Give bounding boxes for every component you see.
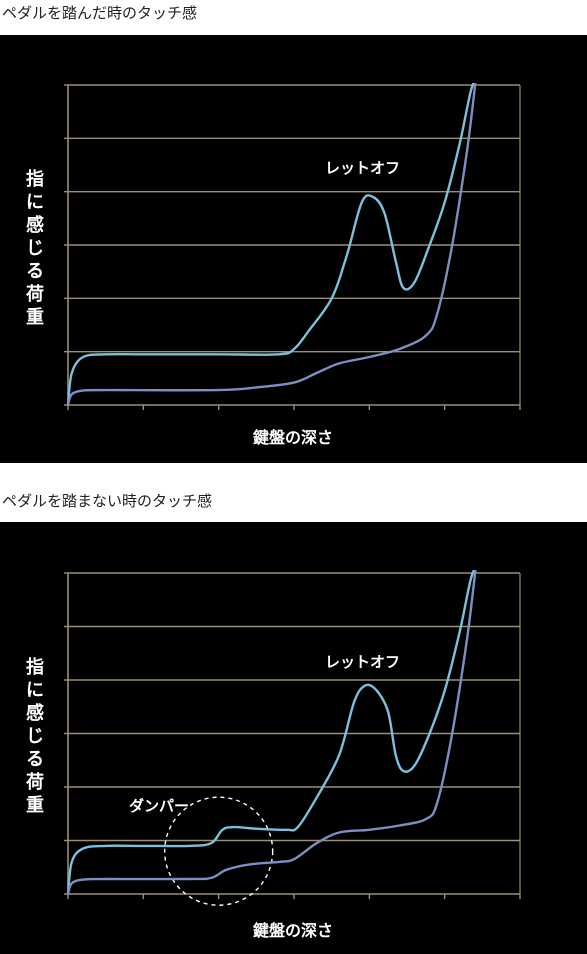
chart2-damper-label: ダンパー [129, 797, 190, 815]
chart1-plot [64, 83, 521, 410]
chart2-ylabel: 指に感じる荷重 [26, 657, 44, 816]
chart1-caption: ペダルを踏んだ時のタッチ感 [2, 4, 198, 22]
chart2-xlabel: 鍵盤の深さ [252, 921, 333, 940]
lower-force-curve [66, 83, 477, 407]
chart1-panel: 指に感じる荷重 鍵盤の深さ レットオフ [0, 35, 587, 463]
chart2-letoff-label: レットオフ [325, 653, 401, 671]
damper-circle [163, 796, 274, 906]
upper-force-curve [66, 570, 476, 896]
upper-force-curve [66, 83, 475, 407]
chart1-letoff-label: レットオフ [325, 159, 401, 177]
lower-force-curve [66, 570, 477, 896]
chart2-caption: ペダルを踏まない時のタッチ感 [2, 492, 213, 510]
chart2-panel: 指に感じる荷重 鍵盤の深さ レットオフ ダンパー [0, 522, 587, 954]
chart2-plot [64, 570, 521, 906]
chart1-ylabel: 指に感じる荷重 [26, 169, 44, 328]
chart1-xlabel: 鍵盤の深さ [252, 428, 333, 447]
